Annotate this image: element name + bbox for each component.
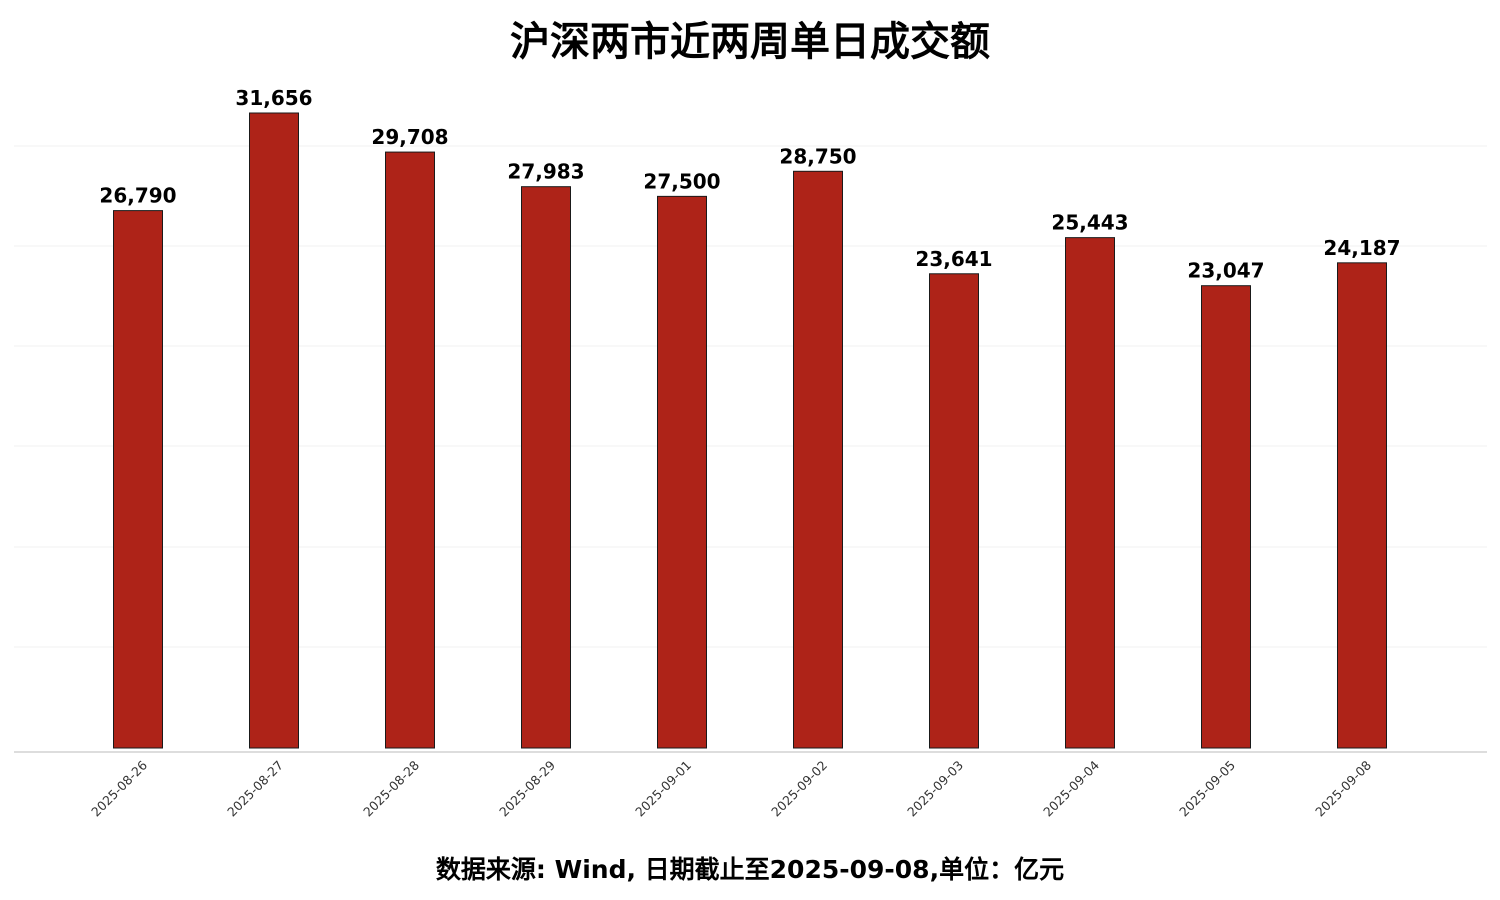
chart-title: 沪深两市近两周单日成交额 — [510, 19, 990, 65]
value-labels: 26,790 31,656 29,708 27,983 27,500 28,750 23,6… — [99, 86, 1400, 283]
gridlines — [14, 145, 1487, 648]
value-label: 26,790 — [99, 184, 176, 208]
x-tick-label: 2025-09-03 — [904, 758, 966, 820]
bar-2025-09-05 — [1201, 285, 1251, 749]
x-tick-label: 2025-08-28 — [360, 757, 422, 819]
x-tick-label: 2025-09-04 — [1040, 757, 1102, 819]
value-label: 31,656 — [235, 86, 312, 110]
bar-2025-08-29 — [521, 186, 571, 749]
value-label: 24,187 — [1323, 236, 1400, 260]
x-tick-label: 2025-08-29 — [496, 757, 558, 819]
x-tick-label: 2025-09-01 — [632, 758, 694, 820]
x-tick-label: 2025-09-02 — [768, 758, 830, 820]
value-label: 25,443 — [1051, 211, 1128, 235]
bar-2025-09-01 — [657, 195, 707, 749]
x-tick-labels: 2025-08-26 2025-08-27 2025-08-28 2025-08-29… — [88, 757, 1374, 819]
bar-2025-09-03 — [929, 273, 979, 749]
bar-2025-09-04 — [1065, 237, 1115, 749]
value-label: 29,708 — [371, 125, 448, 149]
value-label: 27,983 — [507, 160, 584, 184]
value-label: 23,641 — [915, 247, 992, 271]
x-tick-label: 2025-08-26 — [88, 757, 150, 819]
bars — [113, 112, 1387, 749]
bar-2025-08-27 — [249, 112, 299, 749]
x-tick-label: 2025-09-05 — [1176, 758, 1238, 820]
bar-2025-08-28 — [385, 151, 435, 749]
bar-2025-09-08 — [1337, 262, 1387, 749]
value-label: 23,047 — [1187, 259, 1264, 283]
bar-2025-09-02 — [793, 170, 843, 749]
value-label: 28,750 — [779, 144, 856, 168]
x-tick-label: 2025-09-08 — [1312, 757, 1374, 819]
value-label: 27,500 — [643, 169, 720, 193]
chart-footer: 数据来源: Wind, 日期截止至2025-09-08,单位：亿元 — [435, 855, 1065, 884]
bar-2025-08-26 — [113, 210, 163, 749]
x-tick-label: 2025-08-27 — [224, 758, 286, 820]
